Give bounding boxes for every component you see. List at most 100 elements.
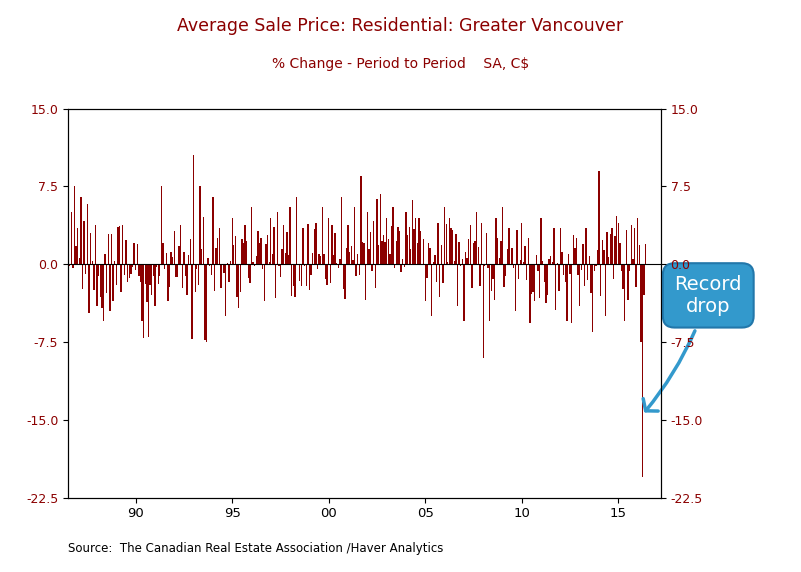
Bar [64,189,66,264]
Bar [111,235,112,264]
Bar [143,264,144,338]
Bar [455,234,457,264]
Bar [195,264,196,292]
Bar [158,264,159,284]
Bar [452,231,453,264]
Bar [98,264,99,276]
Bar [485,233,487,264]
Bar [600,264,602,296]
Bar [249,264,251,283]
Bar [61,217,62,264]
Bar [545,264,546,303]
Bar [378,245,380,264]
Bar [193,156,195,264]
Bar [131,264,133,267]
Bar [605,264,606,316]
Bar [550,256,551,264]
Bar [405,212,407,264]
Bar [204,264,206,340]
Bar [381,241,383,264]
Bar [259,243,260,264]
Bar [66,264,67,286]
Bar [487,264,489,268]
Bar [493,264,495,300]
Bar [463,264,465,321]
Bar [520,260,521,264]
Bar [267,236,268,264]
Bar [630,225,632,264]
Bar [521,223,522,264]
Bar [67,166,69,264]
Bar [114,261,115,264]
Bar [270,217,272,264]
Bar [201,249,203,264]
Bar [327,264,328,285]
Bar [58,228,59,264]
Bar [415,219,417,264]
Bar [370,232,371,264]
Bar [304,264,305,266]
Bar [241,239,243,264]
Bar [645,244,646,264]
Bar [185,264,186,276]
Bar [82,264,83,289]
Bar [252,262,254,264]
Bar [312,253,313,264]
Bar [227,263,228,264]
Bar [69,264,70,266]
Bar [296,197,297,264]
Bar [399,231,400,264]
Bar [220,264,222,288]
Bar [333,255,334,264]
Bar [137,244,138,264]
Bar [447,263,449,264]
Bar [482,264,484,358]
Bar [515,264,516,311]
Bar [441,245,442,264]
Bar [434,256,436,264]
Bar [315,223,316,264]
Bar [145,264,146,284]
Bar [528,239,529,264]
Bar [474,241,476,264]
Bar [96,264,98,306]
Bar [568,254,570,264]
Bar [354,207,355,264]
Bar [365,264,366,300]
Bar [613,264,614,279]
Bar [59,262,61,264]
Bar [622,264,624,289]
Bar [198,264,199,285]
Bar [490,264,492,291]
Bar [85,264,87,273]
Bar [531,264,532,293]
Bar [489,264,490,321]
Bar [70,212,72,264]
Bar [412,200,413,264]
Bar [119,226,120,264]
Bar [626,230,627,264]
Bar [225,264,227,316]
Bar [384,242,386,264]
Bar [468,239,469,264]
Bar [151,264,152,295]
Bar [465,252,466,264]
Bar [621,264,622,271]
Bar [190,239,191,264]
Bar [230,261,231,264]
Bar [191,264,193,339]
Bar [351,246,352,264]
Bar [373,221,375,264]
Bar [142,264,143,321]
Bar [244,225,246,264]
Bar [602,240,603,264]
Bar [233,245,235,264]
Bar [236,264,238,297]
Bar [164,264,165,269]
Bar [283,225,284,264]
Bar [391,227,392,264]
Bar [313,229,315,264]
Bar [409,227,410,264]
Bar [278,264,280,265]
Bar [127,264,128,282]
